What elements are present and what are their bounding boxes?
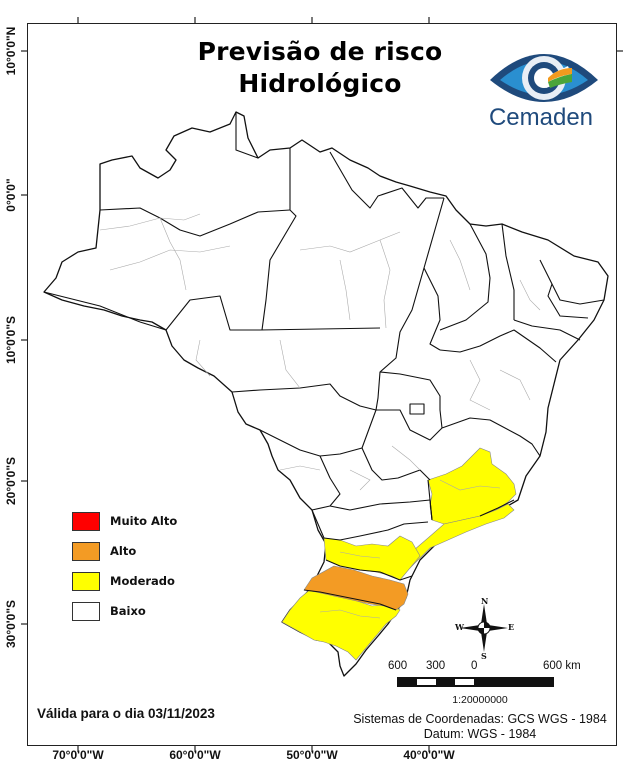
x-tick-70w: 70°0'0"W (52, 748, 104, 762)
scale-label-600-km: 600 km (543, 660, 581, 672)
y-tick-0: 0°0'0" (4, 178, 18, 212)
scale-label-600-left: 600 (388, 660, 408, 672)
y-tick-20s: 20°0'0"S (4, 456, 18, 506)
coordinate-system-line: Sistemas de Coordenadas: GCS WGS - 1984 (353, 712, 607, 726)
legend-item-muito-alto: Muito Alto (72, 506, 177, 536)
compass-e: E (508, 622, 515, 632)
legend-label: Muito Alto (110, 514, 178, 528)
map-frame (27, 23, 617, 746)
axis-ticks (21, 17, 623, 752)
scale-label-300: 300 (426, 660, 446, 672)
y-tick-10s: 10°0'0"S (4, 315, 18, 365)
meso-boundaries (99, 213, 541, 619)
legend-label: Baixo (110, 604, 146, 618)
legend-label: Moderado (110, 574, 175, 588)
map-title: Previsão de risco Hidrológico (150, 36, 490, 100)
title-line-1: Previsão de risco (197, 37, 443, 66)
legend: Muito Alto Alto Moderado Baixo (72, 506, 177, 626)
compass-s: S (481, 651, 487, 661)
compass-w: W (455, 622, 464, 632)
title-line-2: Hidrológico (238, 69, 402, 98)
x-tick-40w: 40°0'0"W (403, 748, 455, 762)
compass-rose-icon (460, 604, 508, 652)
legend-item-baixo: Baixo (72, 596, 177, 626)
datum-line: Datum: WGS - 1984 (423, 727, 537, 741)
legend-swatch-alto (72, 541, 100, 561)
y-tick-30s: 30°0'0"S (4, 599, 18, 649)
scale-label-0: 0 (471, 660, 478, 672)
legend-label: Alto (110, 544, 137, 558)
scale-ratio: 1:20000000 (452, 694, 508, 706)
cemaden-logo-icon (490, 54, 598, 102)
scale-bar (397, 677, 554, 687)
x-tick-50w: 50°0'0"W (286, 748, 338, 762)
legend-item-alto: Alto (72, 536, 177, 566)
cemaden-logo-text: Cemaden (488, 104, 594, 131)
state-boundaries (43, 112, 605, 611)
x-tick-60w: 60°0'0"W (169, 748, 221, 762)
legend-swatch-muito-alto (72, 511, 100, 531)
compass-n: N (481, 596, 489, 606)
legend-item-moderado: Moderado (72, 566, 177, 596)
legend-swatch-moderado (72, 571, 100, 591)
coordinate-system: Sistemas de Coordenadas: GCS WGS - 1984 … (340, 712, 620, 742)
risk-moderado (281, 447, 517, 661)
legend-swatch-baixo (72, 601, 100, 621)
y-tick-10n: 10°0'0"N (4, 26, 18, 76)
validity-date: Válida para o dia 03/11/2023 (37, 706, 215, 721)
